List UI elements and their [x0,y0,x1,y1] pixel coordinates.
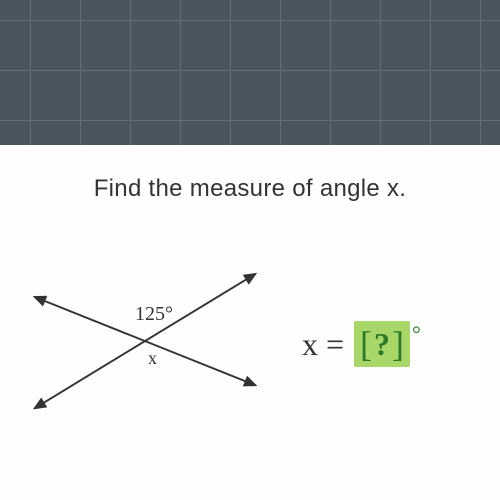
diagram-area: 125° x x = [ ? ] ° [20,243,480,463]
variable-x: x [302,326,318,363]
grid-header [0,0,500,145]
intersecting-lines-diagram [20,253,270,433]
answer-placeholder: ? [372,326,392,363]
left-bracket: [ [360,323,372,365]
answer-expression: x = [ ? ] ° [302,321,421,367]
content-area: Find the measure of angle x. 125° x x = … [0,145,500,500]
question-text: Find the measure of angle x. [20,175,480,203]
angle-label-top: 125° [135,303,173,326]
line-2 [34,274,255,409]
degree-symbol: ° [412,321,421,347]
angle-label-bottom: x [148,348,157,369]
answer-input-box[interactable]: [ ? ] [354,321,410,367]
equals-sign: = [326,326,344,363]
right-bracket: ] [392,323,404,365]
